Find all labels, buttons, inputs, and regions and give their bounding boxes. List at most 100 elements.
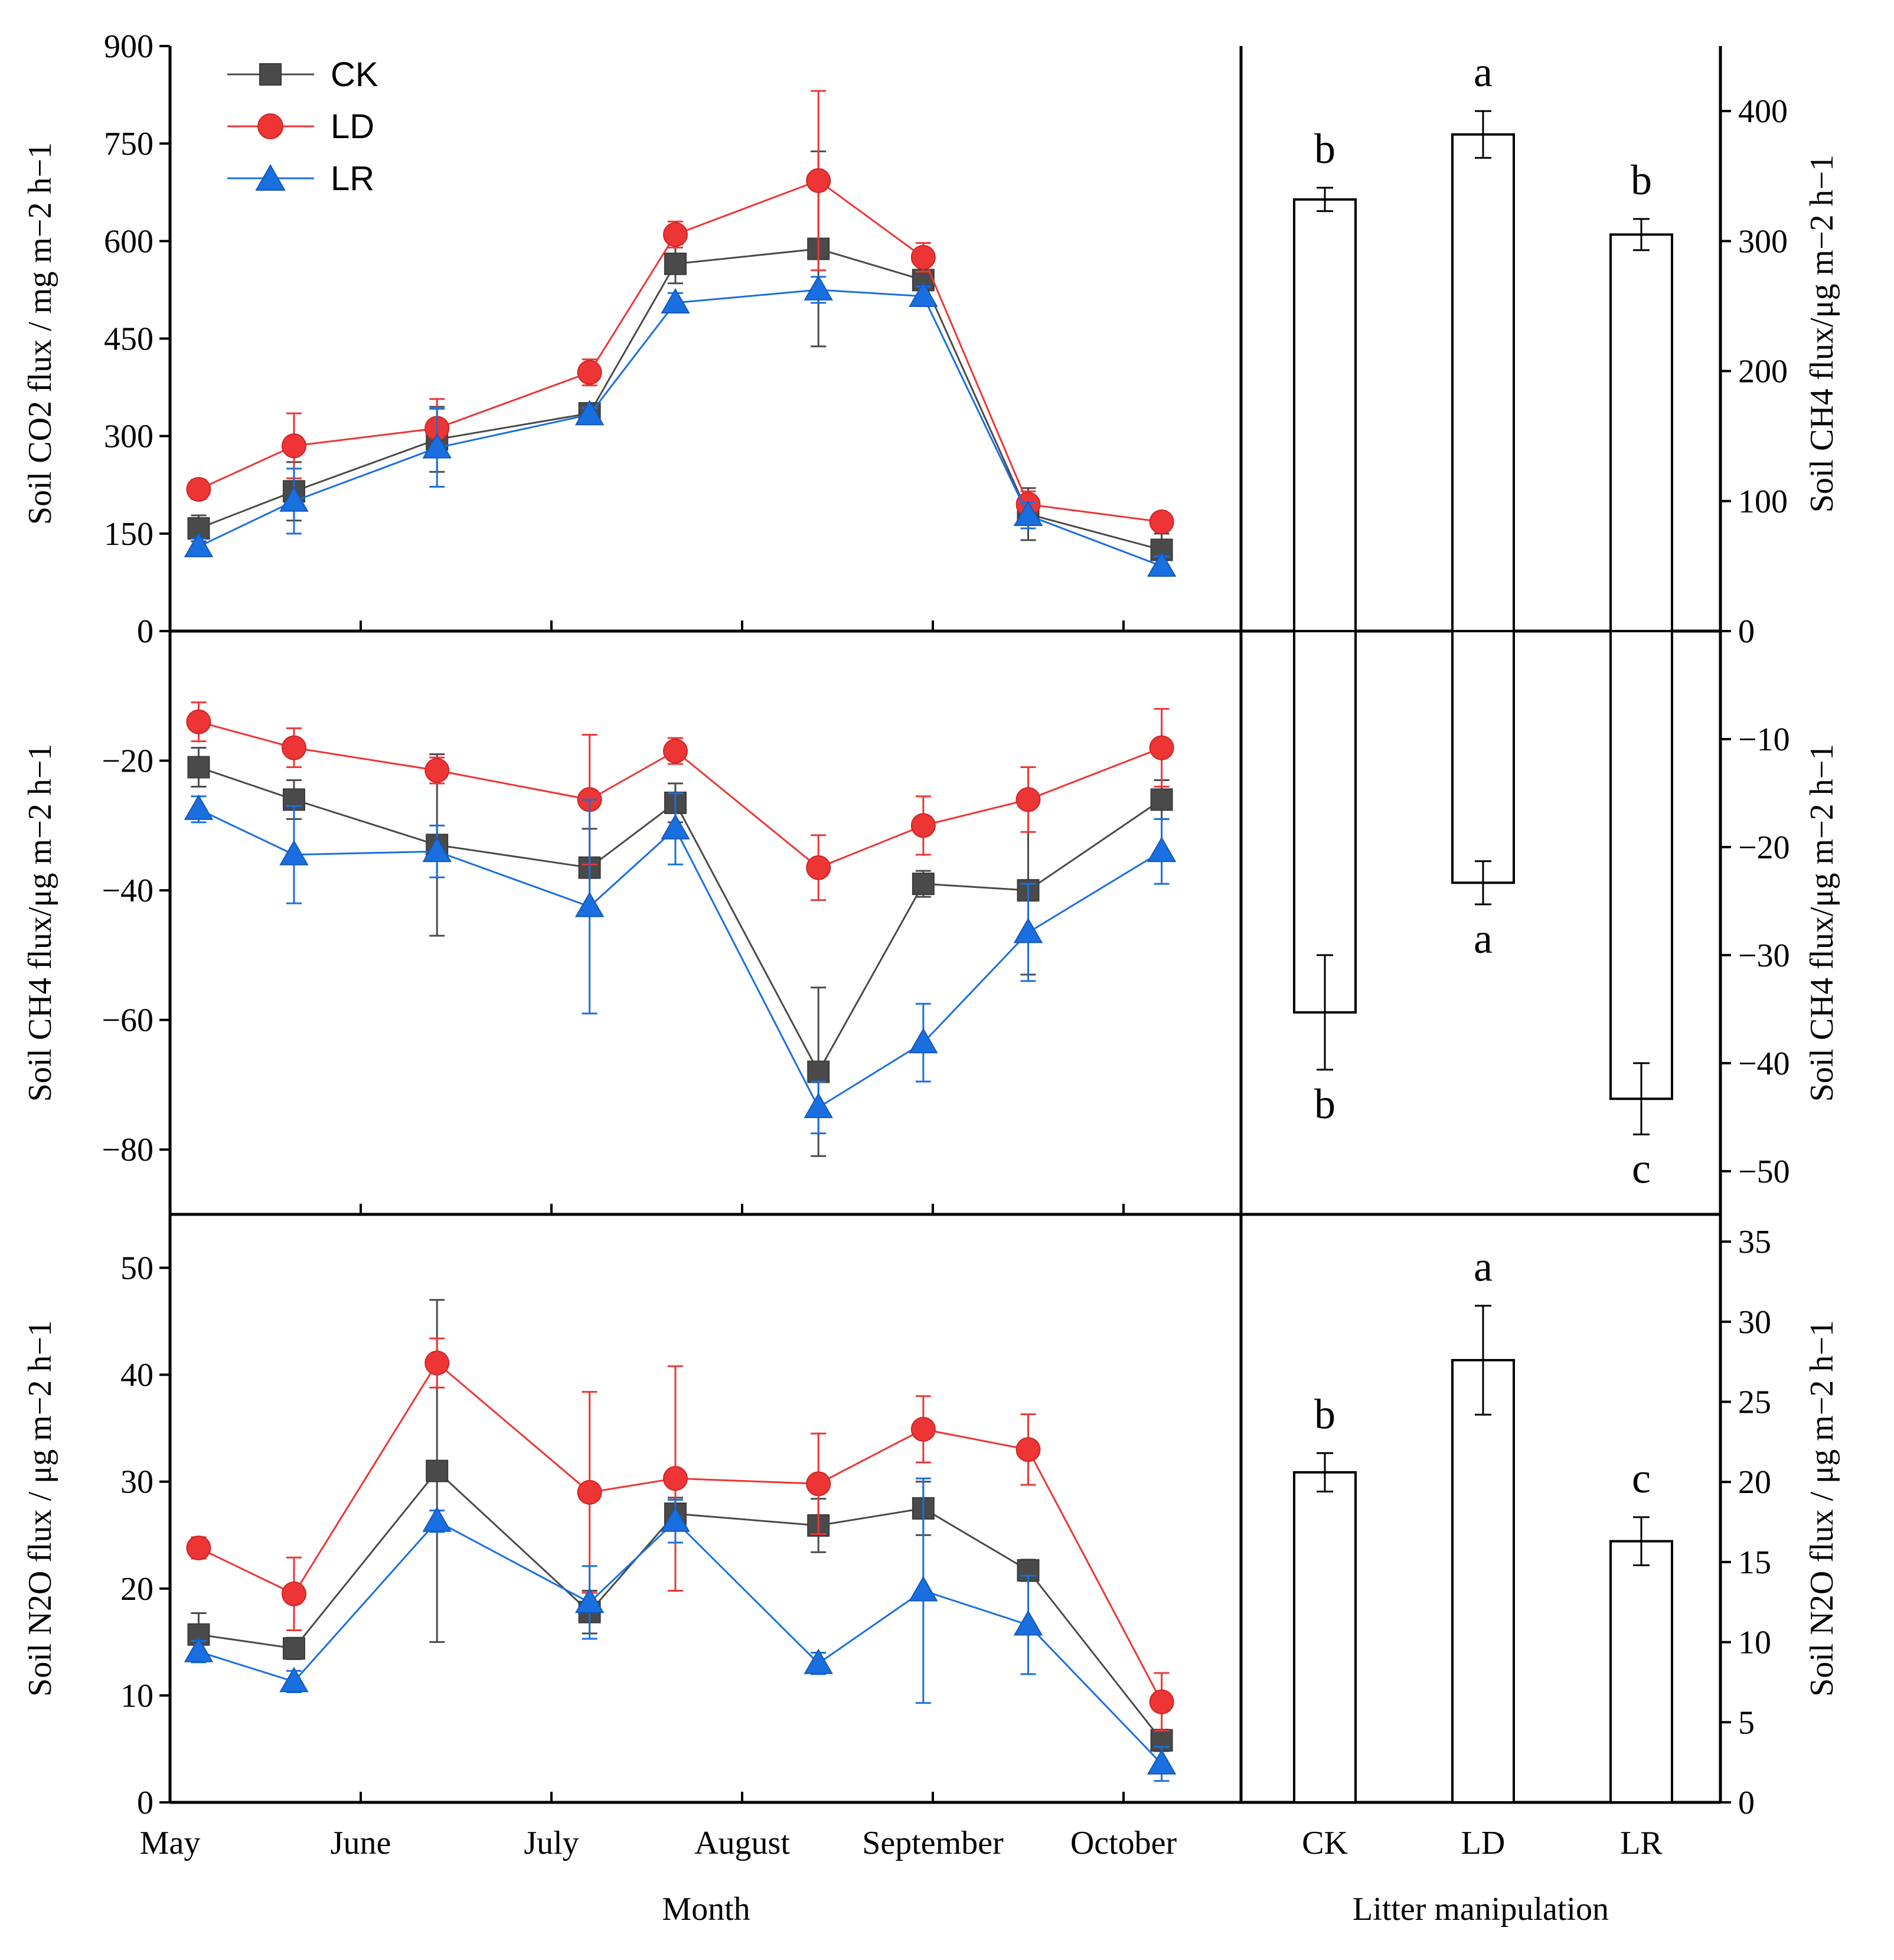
treatment-bar — [1293, 198, 1357, 632]
data-point-lr — [1147, 837, 1177, 863]
data-point-ld — [424, 1350, 450, 1376]
n2o-y-axis-title: Soil N2O flux / μg m−2 h−1 — [22, 1320, 58, 1697]
right-y-tick-label: 35 — [1738, 1224, 1771, 1260]
treatment-tick-label: CK — [1302, 1825, 1348, 1861]
data-point-lr — [279, 839, 309, 865]
right-y-tick-label: 5 — [1738, 1704, 1755, 1741]
right-y-tick-label: 100 — [1738, 484, 1788, 520]
data-point-ld — [806, 168, 831, 193]
data-point-ld — [806, 855, 831, 880]
right-y-tick-label: 20 — [1738, 1464, 1771, 1501]
axis-titles: Soil CO2 flux / mg m−2 h−1 Soil CH4 flux… — [22, 142, 1840, 1928]
right-middle-y-axis-title: Soil CH4 flux/μg m−2 h−1 — [1804, 744, 1840, 1102]
month-tick-label: August — [694, 1825, 790, 1861]
legend-label-lr: LR — [331, 159, 374, 198]
data-point-lr — [804, 275, 833, 300]
y-tick-label: 20 — [120, 1571, 154, 1608]
data-point-ld — [281, 433, 306, 459]
treatment-bar — [1451, 133, 1515, 633]
data-point-lr — [661, 288, 690, 313]
data-point-ld — [577, 360, 602, 385]
y-tick-label: −40 — [102, 873, 154, 909]
data-point-ld — [662, 222, 688, 247]
right-y-tick-label: 300 — [1738, 223, 1788, 260]
data-point-lr — [1013, 500, 1043, 527]
data-point-lr — [422, 433, 452, 459]
right-y-tick-label: 400 — [1738, 93, 1788, 130]
y-tick-label: 0 — [137, 613, 154, 650]
month-tick-label: September — [862, 1825, 1004, 1861]
right-y-tick-label: 0 — [1738, 613, 1755, 650]
treatment-bar — [1293, 630, 1357, 1014]
y-tick-label: 30 — [120, 1464, 154, 1501]
treatment-tick-label: LR — [1620, 1825, 1663, 1861]
y-tick-label: 50 — [120, 1250, 154, 1287]
right-y-tick-label: 15 — [1738, 1544, 1771, 1581]
data-point-ld — [186, 1536, 211, 1561]
legend-label-ld: LD — [331, 107, 374, 146]
treatment-tick-label: LD — [1461, 1825, 1506, 1861]
right-y-tick-label: 30 — [1738, 1304, 1771, 1341]
data-point-ld — [662, 739, 688, 764]
treatment-bar — [1609, 233, 1673, 633]
treatment-bar — [1609, 1540, 1673, 1804]
month-axis-title: Month — [662, 1891, 750, 1928]
right-bottom-y-axis-title: Soil N2O flux / μg m−2 h−1 — [1804, 1320, 1840, 1697]
litter-axis-title: Litter manipulation — [1353, 1891, 1609, 1928]
right-y-tick-label: −20 — [1738, 829, 1790, 866]
y-tick-label: −80 — [102, 1132, 154, 1168]
y-tick-label: 300 — [104, 419, 154, 455]
data-point-ld — [1149, 509, 1174, 535]
y-tick-label: 600 — [104, 223, 154, 260]
right-y-tick-label: 0 — [1738, 613, 1755, 650]
data-point-ld — [1149, 735, 1174, 760]
data-point-lr — [184, 531, 214, 557]
data-point-lr — [909, 1576, 938, 1602]
significance-letter: b — [1631, 156, 1652, 204]
data-point-ld — [577, 1479, 602, 1505]
data-point-ck — [1017, 1559, 1040, 1582]
data-point-lr — [574, 400, 605, 426]
treatment-bar — [1451, 630, 1515, 884]
data-point-lr — [279, 486, 309, 512]
data-point-ck — [664, 252, 687, 275]
ch4-y-axis-title: Soil CH4 flux/μg m−2 h−1 — [22, 744, 58, 1102]
right-y-tick-label: −10 — [1738, 721, 1790, 758]
treatment-bars: b a b b a c b a c — [1293, 48, 1673, 1804]
y-tick-label: 150 — [104, 516, 154, 553]
legend-marker-ld — [257, 113, 283, 139]
data-point-lr — [1013, 917, 1043, 943]
monthly-series — [184, 90, 1177, 1782]
co2-y-axis-title: Soil CO2 flux / mg m−2 h−1 — [22, 142, 58, 525]
data-point-ld — [281, 735, 306, 760]
data-point-ld — [910, 813, 936, 838]
legend: CK LD LR — [227, 55, 378, 198]
right-top-y-axis-title: Soil CH4 flux/μg m−2 h−1 — [1804, 155, 1840, 513]
significance-letter: c — [1632, 1455, 1651, 1502]
y-tick-label: 0 — [137, 1785, 154, 1821]
month-tick-label: May — [140, 1825, 201, 1861]
data-point-lr — [804, 1092, 833, 1118]
significance-letter: a — [1474, 1243, 1493, 1291]
axis-ticks: May June July August September October CK LD LR 0… — [102, 28, 1789, 1861]
significance-letter: a — [1474, 48, 1493, 96]
treatment-bar — [1293, 1471, 1357, 1804]
data-point-lr — [574, 1587, 605, 1613]
right-y-tick-label: −30 — [1738, 937, 1790, 974]
right-y-tick-label: 10 — [1738, 1625, 1771, 1661]
y-tick-label: −60 — [102, 1002, 154, 1039]
significance-letter: b — [1314, 125, 1335, 172]
data-point-lr — [1147, 1749, 1177, 1775]
month-tick-label: June — [331, 1825, 391, 1861]
treatment-bar — [1451, 1358, 1515, 1804]
data-point-ck — [187, 756, 210, 779]
y-tick-label: 40 — [120, 1357, 154, 1394]
data-point-lr — [422, 1506, 452, 1532]
month-tick-label: July — [524, 1825, 579, 1861]
y-tick-label: −20 — [102, 743, 154, 780]
data-point-ld — [186, 709, 211, 734]
data-point-ld — [806, 1471, 831, 1497]
right-y-tick-label: 200 — [1738, 354, 1788, 390]
